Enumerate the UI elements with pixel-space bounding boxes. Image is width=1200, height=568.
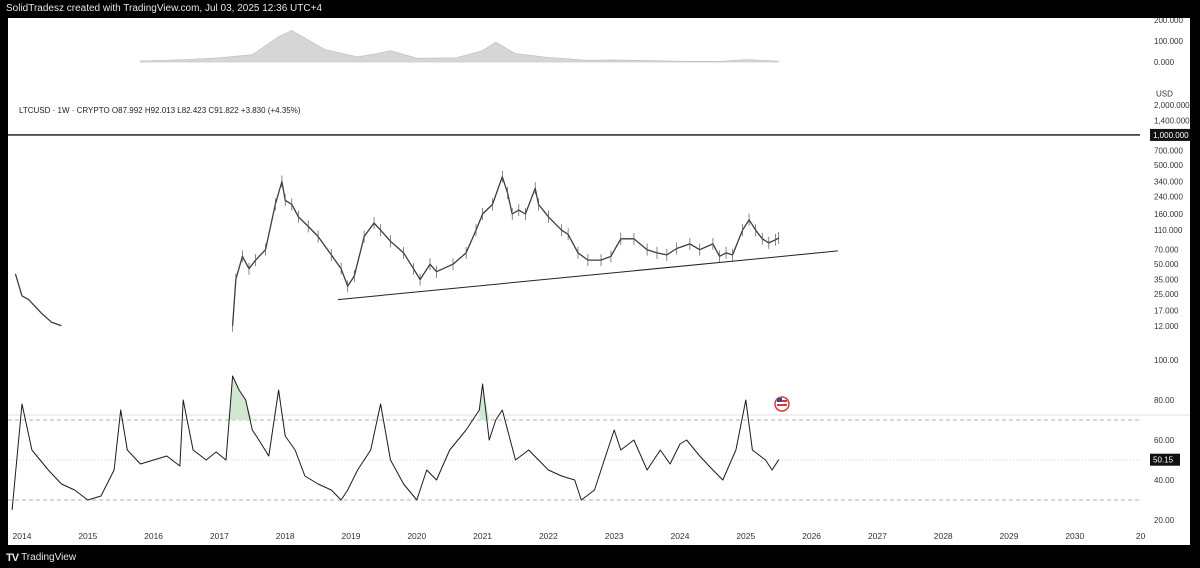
time-tick-label: 2014 <box>13 531 32 541</box>
price-tick-label: 500.000 <box>1154 161 1183 170</box>
last-price-symbol: LTCUSD <box>1116 18 1148 20</box>
time-tick-label: 2023 <box>605 531 624 541</box>
price-tick-label: 70.000 <box>1154 246 1179 255</box>
price-tick-label: 240.000 <box>1154 193 1183 202</box>
time-tick-label: 2019 <box>342 531 361 541</box>
time-tick-label: 2020 <box>407 531 426 541</box>
rsi-tick-label: 100.00 <box>1154 356 1179 365</box>
time-tick-label: 2030 <box>1065 531 1084 541</box>
histogram-tick-label: 0.000 <box>1154 58 1175 67</box>
chart-canvas[interactable]: 200.000 100.000 0.000 USD 2,000.000 1,400.000… <box>8 18 1190 545</box>
chart-panel[interactable]: 200.000 100.000 0.000 USD 2,000.000 1,400.000… <box>8 18 1190 545</box>
rsi-last-value: 50.15 <box>1153 456 1174 465</box>
price-pane <box>8 134 1140 332</box>
histogram-series <box>140 30 779 63</box>
price-tick-label: 12.000 <box>1154 322 1179 331</box>
time-tick-label: 2017 <box>210 531 229 541</box>
rsi-value-tag <box>1150 453 1180 466</box>
rsi-overbought-fill <box>479 384 493 420</box>
price-tick-label: 1,000.000 <box>1153 131 1189 140</box>
rsi-overbought-fill <box>229 376 256 420</box>
time-tick-label: 2015 <box>78 531 97 541</box>
time-tick-label: 2025 <box>736 531 755 541</box>
time-tick-label: 2029 <box>1000 531 1019 541</box>
us-flag-icon[interactable] <box>774 396 790 412</box>
price-tick-label: 110.000 <box>1154 226 1183 235</box>
price-tick-label: 35.000 <box>1154 276 1179 285</box>
time-tick-label: 2016 <box>144 531 163 541</box>
chart-caption: SolidTradesz created with TradingView.co… <box>6 3 323 14</box>
rsi-pane <box>8 375 1190 511</box>
price-tick-label: 17.000 <box>1154 307 1179 316</box>
bar-countdown: 3d 16h <box>1154 18 1178 20</box>
time-tick-label: 2028 <box>934 531 953 541</box>
histogram-tick-label: 200.000 <box>1154 18 1183 25</box>
price-tick-label: 25.000 <box>1154 290 1179 299</box>
rsi-series <box>11 375 780 511</box>
footer-brand: TV TradingView <box>6 550 76 566</box>
time-tick-label: 20 <box>1136 531 1146 541</box>
time-tick-label: 2022 <box>539 531 558 541</box>
price-tick-label: 2,000.000 <box>1154 101 1190 110</box>
price-tick-label: 1,400.000 <box>1154 116 1190 125</box>
support-trendline <box>337 250 838 301</box>
axes-layer: 200.000 100.000 0.000 USD 2,000.000 1,400.000… <box>13 18 1190 541</box>
time-tick-label: 2026 <box>802 531 821 541</box>
time-tick-label: 2021 <box>473 531 492 541</box>
price-series <box>231 176 780 326</box>
price-tick-label: 160.000 <box>1154 210 1183 219</box>
level-tag <box>1150 128 1190 141</box>
tradingview-logo-icon: TV <box>6 552 19 564</box>
last-price-value: 91.822 <box>1154 18 1179 20</box>
price-tick-label: 340.000 <box>1154 177 1183 186</box>
time-tick-label: 2024 <box>671 531 690 541</box>
time-tick-label: 2018 <box>276 531 295 541</box>
ohlc-legend: LTCUSD · 1W · CRYPTO O87.992 H92.013 L82… <box>19 106 301 115</box>
brand-name: TradingView <box>21 552 77 563</box>
histogram-pane <box>140 30 779 63</box>
time-tick-label: 2027 <box>868 531 887 541</box>
rsi-tick-label: 60.00 <box>1154 436 1175 445</box>
price-series-early <box>14 273 62 327</box>
price-tick-label: 50.000 <box>1154 260 1179 269</box>
price-axis-unit: USD <box>1156 90 1173 99</box>
rsi-tick-label: 40.00 <box>1154 476 1175 485</box>
rsi-tick-label: 20.00 <box>1154 516 1175 525</box>
price-tick-label: 700.000 <box>1154 146 1183 155</box>
histogram-tick-label: 100.000 <box>1154 37 1183 46</box>
rsi-tick-label: 80.00 <box>1154 396 1175 405</box>
